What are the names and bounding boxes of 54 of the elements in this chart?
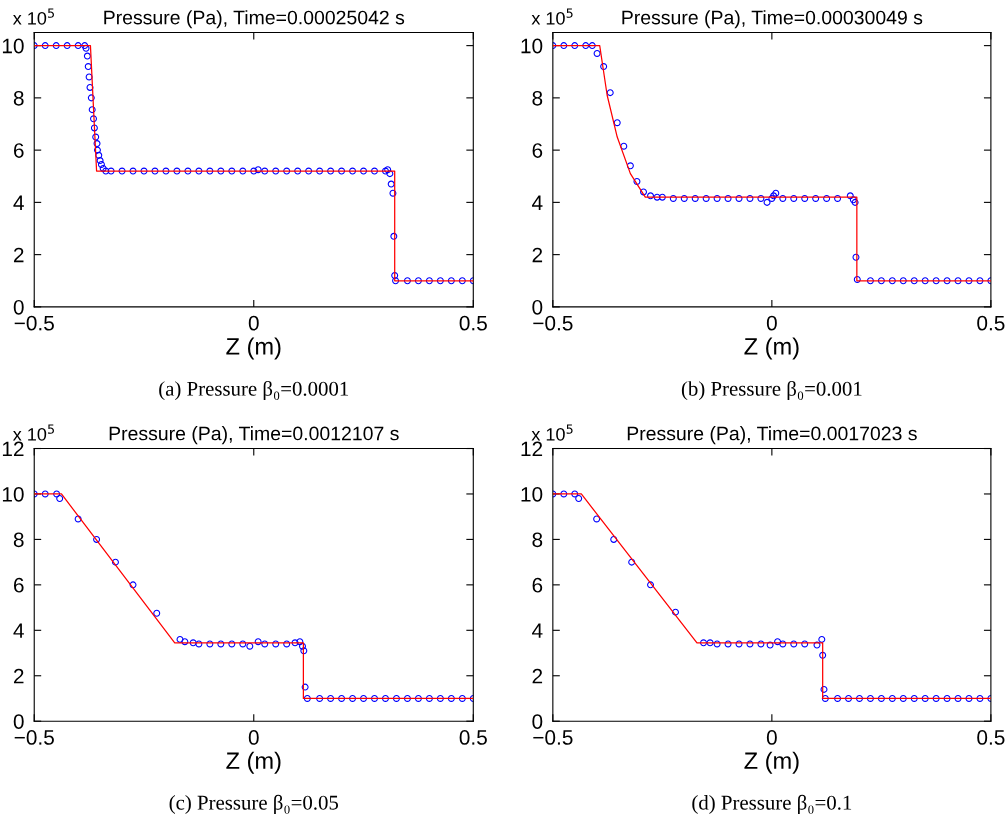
y-tick-label: 4 xyxy=(532,623,543,638)
x-tick-label: 0 xyxy=(766,315,777,331)
y-tick-label: 6 xyxy=(532,143,543,158)
text: x 10$^{5}$ xyxy=(12,8,54,25)
text: (b) Pressure β₀=0.001 xyxy=(681,380,862,401)
y-tick-label: 10 xyxy=(2,38,24,54)
y-tick-label: 8 xyxy=(532,90,543,106)
y-tick-label: 10 xyxy=(521,486,543,502)
y-tick-label: 4 xyxy=(13,195,24,210)
x-axis-title: Z (m) xyxy=(744,337,799,360)
chart-title: Pressure (Pa), Time=0.0017023 s xyxy=(627,426,917,445)
x-tick-label: 0.5 xyxy=(977,315,1005,331)
y-tick-label: 4 xyxy=(532,195,543,210)
x-tick-label: 0.5 xyxy=(977,730,1005,745)
y-tick-label: 6 xyxy=(532,577,543,593)
text: x 10$^{5}$ xyxy=(12,424,54,441)
y-tick-label: 6 xyxy=(13,577,24,593)
y-tick-label: 8 xyxy=(532,532,543,548)
x-axis-title: Z (m) xyxy=(226,337,281,360)
y-tick-label: 2 xyxy=(532,247,543,263)
x-axis-title: Z (m) xyxy=(744,751,799,774)
chart-title: Pressure (Pa), Time=0.00030049 s xyxy=(622,10,923,29)
x-tick-label: −0.5 xyxy=(14,315,54,331)
x-tick-label: −0.5 xyxy=(533,730,573,745)
y-tick-label: 0 xyxy=(532,714,543,729)
text: x 10$^{5}$ xyxy=(531,8,573,25)
text: x 10$^{5}$ xyxy=(531,424,573,441)
y-tick-label: 2 xyxy=(13,668,24,684)
y-tick-label: 2 xyxy=(532,668,543,684)
y-tick-label: 6 xyxy=(13,143,24,158)
y-tick-label: 0 xyxy=(13,299,24,315)
x-axis-title: Z (m) xyxy=(226,751,281,774)
x-tick-label: −0.5 xyxy=(533,315,573,331)
x-tick-label: 0 xyxy=(766,730,777,745)
x-tick-label: 0 xyxy=(248,730,259,745)
y-tick-label: 2 xyxy=(13,247,24,263)
y-tick-label: 12 xyxy=(2,441,24,457)
x-tick-label: −0.5 xyxy=(14,730,54,745)
y-tick-label: 12 xyxy=(521,441,543,457)
text: (c) Pressure β₀=0.05 xyxy=(169,794,339,814)
y-tick-label: 0 xyxy=(532,299,543,315)
chart-title: Pressure (Pa), Time=0.00025042 s xyxy=(104,10,405,29)
y-tick-label: 4 xyxy=(13,623,24,638)
y-tick-label: 0 xyxy=(13,714,24,729)
text: (d) Pressure β₀=0.1 xyxy=(692,794,852,814)
y-tick-label: 10 xyxy=(521,38,543,54)
x-tick-label: 0 xyxy=(248,315,259,331)
chart-title: Pressure (Pa), Time=0.0012107 s xyxy=(109,426,399,445)
x-tick-label: 0.5 xyxy=(459,730,487,745)
y-tick-label: 10 xyxy=(2,486,24,502)
x-tick-label: 0.5 xyxy=(459,315,487,331)
y-tick-label: 8 xyxy=(13,90,24,106)
y-tick-label: 8 xyxy=(13,532,24,548)
text: (a) Pressure β₀=0.0001 xyxy=(159,380,349,401)
